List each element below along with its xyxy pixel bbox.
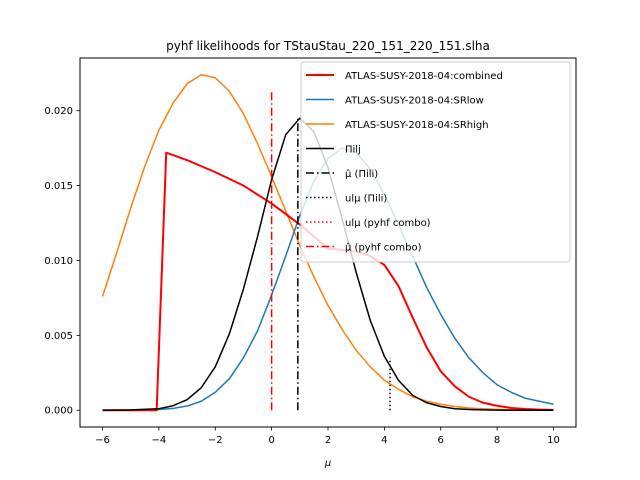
x-tick-label: 10 <box>547 435 560 446</box>
x-tick-label: −4 <box>152 435 167 446</box>
y-tick-label: 0.010 <box>44 256 73 267</box>
x-tick-label: 8 <box>494 435 500 446</box>
legend-label: ATLAS-SUSY-2018-04:SRlow <box>345 96 484 107</box>
x-axis-label: μ <box>324 458 331 469</box>
y-tick-label: 0.015 <box>44 181 73 192</box>
legend-label: ulμ (Πili) <box>345 194 387 205</box>
y-tick-label: 0.020 <box>44 106 73 117</box>
y-tick-label: 0.005 <box>44 331 73 342</box>
x-tick-label: 6 <box>438 435 444 446</box>
y-tick-label: 0.000 <box>44 406 73 417</box>
x-tick-label: −6 <box>95 435 110 446</box>
x-tick-label: 0 <box>268 435 274 446</box>
legend: ATLAS-SUSY-2018-04:combined ATLAS-SUSY-20… <box>300 61 571 263</box>
x-tick-label: −2 <box>208 435 223 446</box>
legend-label: μ̂ (pyhf combo) <box>345 242 422 254</box>
x-tick-label: 4 <box>381 435 387 446</box>
x-axis-ticks: −6 −4 −2 0 2 4 6 8 10 <box>95 427 560 446</box>
legend-label: Πilj <box>345 145 361 156</box>
x-tick-label: 2 <box>325 435 331 446</box>
y-axis-ticks: 0.000 0.005 0.010 0.015 0.020 <box>44 106 80 417</box>
legend-label: ATLAS-SUSY-2018-04:SRhigh <box>345 120 489 131</box>
legend-box <box>300 61 571 263</box>
legend-label: μ̂ (Πili) <box>345 168 378 180</box>
legend-label: ATLAS-SUSY-2018-04:combined <box>345 71 503 82</box>
legend-label: ulμ (pyhf combo) <box>345 218 431 229</box>
chart-title: pyhf likelihoods for TStauStau_220_151_2… <box>166 39 490 53</box>
series-line-atlas-susy-2018-04-srhigh <box>101 74 554 411</box>
